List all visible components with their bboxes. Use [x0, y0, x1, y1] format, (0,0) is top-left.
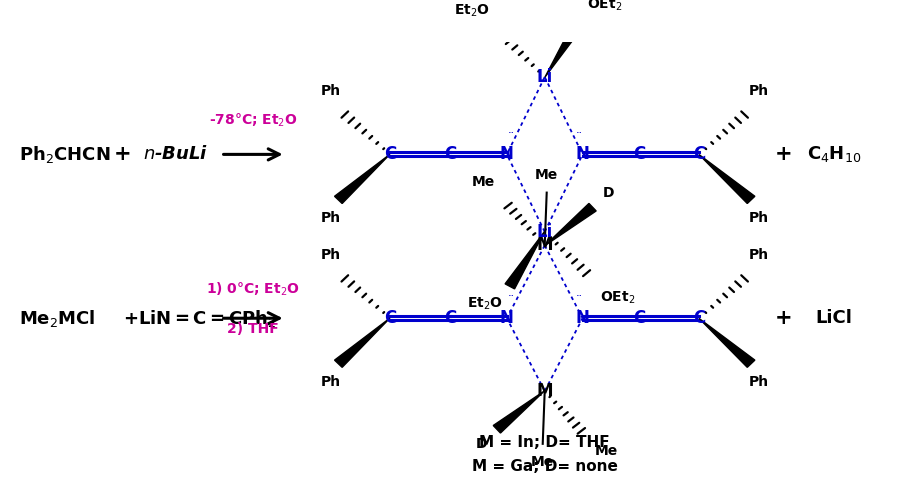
Text: Et$_2$O: Et$_2$O: [454, 2, 490, 19]
Text: C: C: [693, 309, 704, 327]
Text: C: C: [444, 309, 456, 327]
Text: Me: Me: [594, 444, 617, 458]
Text: N: N: [575, 145, 589, 163]
Text: Ph: Ph: [748, 248, 769, 262]
Polygon shape: [698, 155, 754, 203]
Text: Me$_2$MCl: Me$_2$MCl: [19, 308, 96, 329]
Text: C: C: [383, 309, 396, 327]
Text: ¨: ¨: [575, 131, 581, 143]
Polygon shape: [544, 203, 595, 245]
Text: Li: Li: [536, 68, 552, 86]
Text: -78°C; Et$_2$O: -78°C; Et$_2$O: [208, 111, 297, 129]
Text: Et$_2$O: Et$_2$O: [466, 295, 502, 312]
Polygon shape: [504, 232, 544, 289]
Text: C: C: [383, 145, 396, 163]
Text: N: N: [500, 145, 513, 163]
Text: +LiN$\mathbf{=}$C$\mathbf{=}$CPh$_2$: +LiN$\mathbf{=}$C$\mathbf{=}$CPh$_2$: [123, 308, 276, 329]
Text: M: M: [536, 382, 552, 400]
Text: D: D: [474, 437, 486, 450]
Polygon shape: [698, 318, 754, 367]
Text: +: +: [774, 308, 792, 328]
Polygon shape: [492, 391, 544, 433]
Text: Ph: Ph: [748, 211, 769, 225]
Text: Ph: Ph: [320, 84, 340, 98]
Text: ¨: ¨: [575, 294, 581, 307]
Text: M = In; D= THF: M = In; D= THF: [479, 435, 610, 450]
Text: Ph$_2$CHCN: Ph$_2$CHCN: [19, 144, 111, 165]
Text: Me: Me: [535, 168, 557, 182]
Text: LiCl: LiCl: [815, 309, 851, 327]
Text: D: D: [602, 186, 613, 200]
Text: +: +: [774, 144, 792, 164]
Text: Ph: Ph: [748, 375, 769, 388]
Text: $n$-BuLi: $n$-BuLi: [143, 145, 208, 163]
Text: C: C: [444, 145, 456, 163]
Text: M = Ga; D= none: M = Ga; D= none: [471, 459, 617, 474]
Text: C: C: [693, 145, 704, 163]
Polygon shape: [334, 154, 390, 203]
Text: 1) 0°C; Et$_2$O: 1) 0°C; Et$_2$O: [206, 281, 299, 298]
Text: Ph: Ph: [320, 211, 340, 225]
Text: N: N: [575, 309, 589, 327]
Text: OEt$_2$: OEt$_2$: [586, 0, 621, 13]
Text: 2) THF: 2) THF: [227, 322, 279, 336]
Text: C$_4$H$_{10}$: C$_4$H$_{10}$: [805, 144, 860, 164]
Text: +: +: [114, 144, 132, 164]
Text: Me: Me: [530, 455, 554, 469]
Text: Ph: Ph: [320, 248, 340, 262]
Text: N: N: [500, 309, 513, 327]
Text: M: M: [536, 236, 552, 254]
Text: Ph: Ph: [320, 375, 340, 388]
Text: C: C: [632, 145, 645, 163]
Text: ¨: ¨: [507, 294, 513, 307]
Text: Ph: Ph: [748, 84, 769, 98]
Text: Me: Me: [471, 175, 494, 189]
Polygon shape: [544, 20, 584, 77]
Text: ¨: ¨: [507, 131, 513, 143]
Text: C: C: [632, 309, 645, 327]
Text: OEt$_2$: OEt$_2$: [599, 290, 634, 306]
Text: Li: Li: [536, 223, 552, 241]
Polygon shape: [334, 318, 390, 367]
